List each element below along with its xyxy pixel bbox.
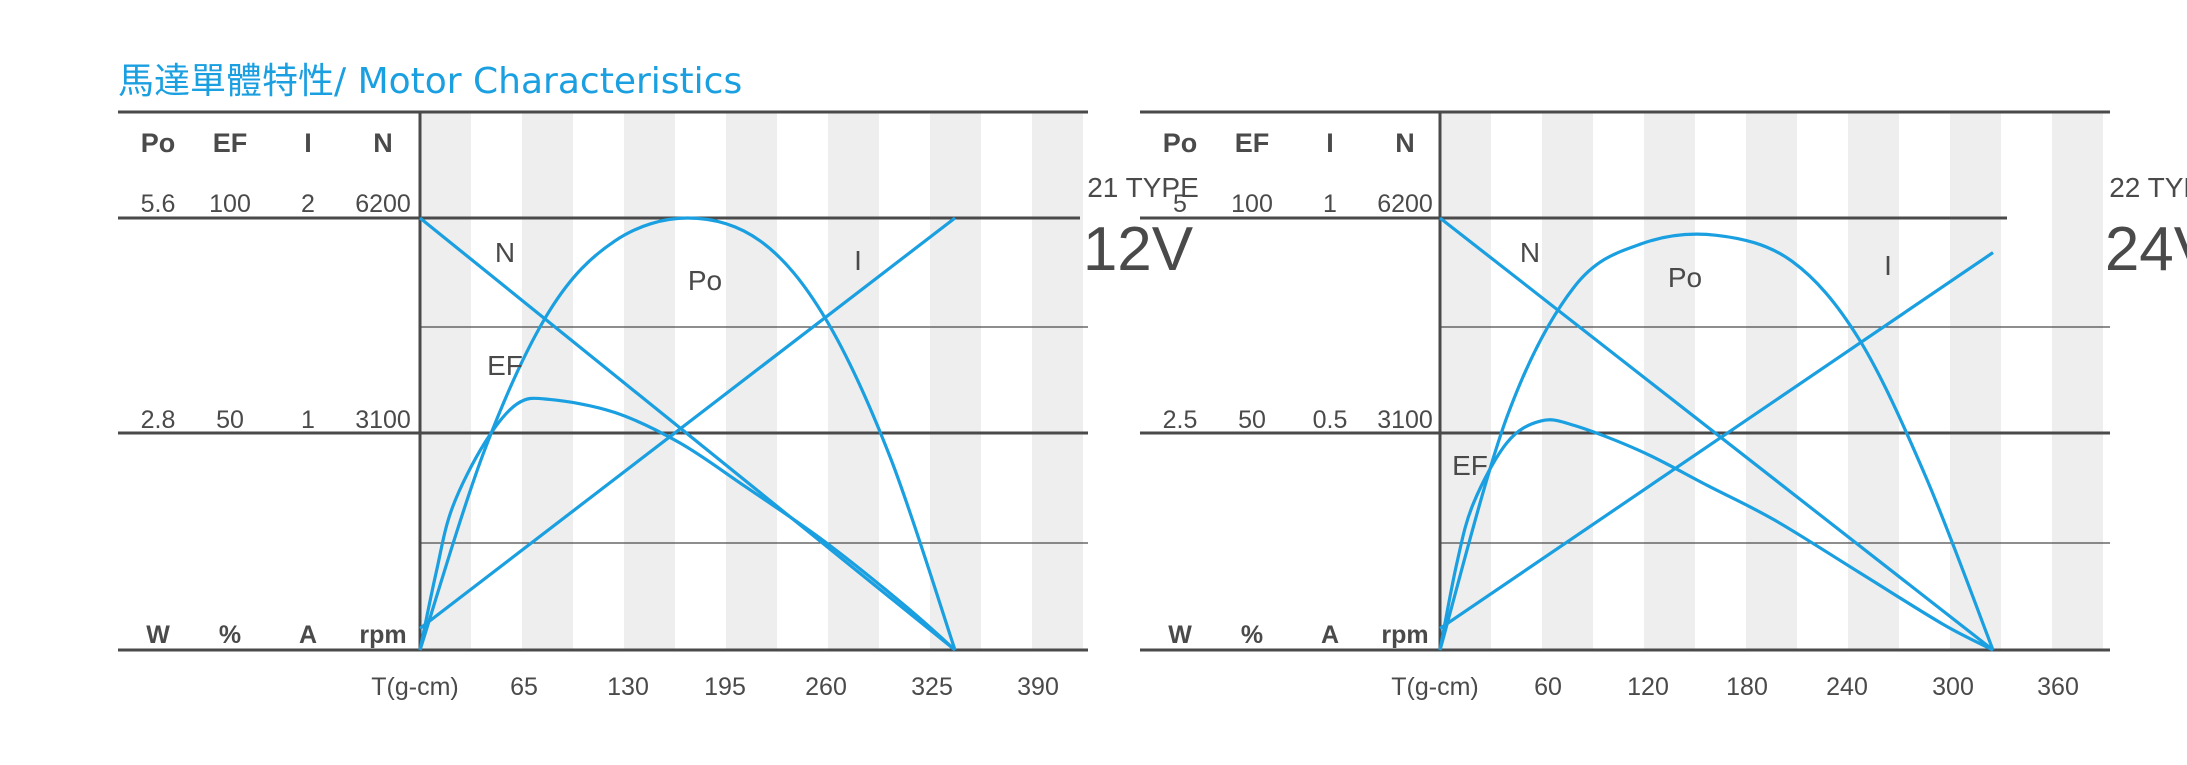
type-label: 22 TYPE bbox=[2109, 172, 2187, 203]
voltage-label: 24V bbox=[2105, 215, 2187, 284]
x-tick-label: 260 bbox=[805, 673, 847, 701]
axis-unit-i: A bbox=[1321, 621, 1339, 649]
axis-name-i: I bbox=[304, 128, 312, 158]
series-label-i: I bbox=[1884, 250, 1892, 281]
grid-stripe bbox=[2052, 112, 2103, 650]
axis-unit-po: W bbox=[146, 621, 170, 649]
axis-mid-n: 3100 bbox=[1377, 406, 1433, 434]
axis-name-po: Po bbox=[141, 128, 176, 158]
axis-name-ef: EF bbox=[1235, 128, 1270, 158]
x-tick-label: 180 bbox=[1726, 673, 1768, 701]
x-tick-label: 65 bbox=[510, 673, 538, 701]
grid-stripe bbox=[420, 112, 471, 650]
axis-mid-ef: 50 bbox=[1238, 406, 1266, 434]
grid-stripe bbox=[1848, 112, 1899, 650]
x-tick-label: 300 bbox=[1932, 673, 1974, 701]
axis-mid-po: 2.8 bbox=[141, 406, 176, 434]
series-label-ef: EF bbox=[487, 350, 523, 381]
series-line-i bbox=[1439, 251, 1994, 630]
page-title: 馬達單體特性/ Motor Characteristics bbox=[118, 61, 743, 102]
axis-max-n: 6200 bbox=[355, 190, 411, 218]
x-tick-label: 120 bbox=[1627, 673, 1669, 701]
grid-stripe bbox=[1746, 112, 1797, 650]
axis-unit-ef: % bbox=[219, 621, 241, 649]
series-label-n: N bbox=[495, 237, 515, 268]
series-label-po: Po bbox=[1668, 262, 1702, 293]
axis-mid-po: 2.5 bbox=[1163, 406, 1198, 434]
axis-name-ef: EF bbox=[213, 128, 248, 158]
axis-max-i: 1 bbox=[1323, 190, 1337, 218]
grid-stripe bbox=[522, 112, 573, 650]
axis-name-n: N bbox=[373, 128, 393, 158]
type-label: 21 TYPE bbox=[1087, 172, 1199, 203]
grid-stripe bbox=[1950, 112, 2001, 650]
grid-stripe bbox=[930, 112, 981, 650]
series-line-po bbox=[418, 216, 957, 651]
x-tick-label: 240 bbox=[1826, 673, 1868, 701]
x-axis-label: T(g-cm) bbox=[1391, 673, 1478, 701]
x-tick-label: 60 bbox=[1534, 673, 1562, 701]
grid-stripe bbox=[1644, 112, 1695, 650]
chart-1: Po 5.6 2.8 W EF 100 50% I 2 1 A N 6200 3100 rpm 21 TYPE… bbox=[118, 110, 1199, 701]
axis-max-ef: 100 bbox=[1231, 190, 1273, 218]
grid-stripe bbox=[726, 112, 777, 650]
axis-mid-n: 3100 bbox=[355, 406, 411, 434]
axis-name-po: Po bbox=[1163, 128, 1198, 158]
chart-2: Po 5 2.5 W EF 100 50% I 1 0.5 A N 6200 3100 rpm 22 TYPE… bbox=[1140, 110, 2187, 701]
voltage-label: 12V bbox=[1083, 215, 1194, 284]
grid-stripe bbox=[1542, 112, 1593, 650]
x-tick-label: 195 bbox=[704, 673, 746, 701]
axis-mid-ef: 50 bbox=[216, 406, 244, 434]
axis-max-i: 2 bbox=[301, 190, 315, 218]
axis-max-po: 5.6 bbox=[141, 190, 176, 218]
series-label-n: N bbox=[1520, 237, 1540, 268]
x-axis-label: T(g-cm) bbox=[371, 673, 458, 701]
series-line-i bbox=[419, 216, 956, 630]
axis-max-n: 6200 bbox=[1377, 190, 1433, 218]
axis-name-i: I bbox=[1326, 128, 1334, 158]
grid-stripe bbox=[828, 112, 879, 650]
x-tick-label: 360 bbox=[2037, 673, 2079, 701]
axis-unit-ef: % bbox=[1241, 621, 1263, 649]
x-tick-label: 130 bbox=[607, 673, 649, 701]
axis-max-po: 5 bbox=[1173, 190, 1187, 218]
series-label-po: Po bbox=[688, 265, 722, 296]
series-line-ef bbox=[1438, 418, 1994, 652]
x-tick-label: 325 bbox=[911, 673, 953, 701]
series-line-n bbox=[1439, 216, 1994, 652]
series-line-n bbox=[418, 216, 957, 652]
series-label-i: I bbox=[854, 245, 862, 276]
axis-max-ef: 100 bbox=[209, 190, 251, 218]
axis-unit-po: W bbox=[1168, 621, 1192, 649]
axis-unit-n: rpm bbox=[1381, 621, 1428, 649]
series-line-po bbox=[1438, 232, 1995, 651]
series-line-ef bbox=[418, 396, 957, 652]
series-label-ef: EF bbox=[1452, 450, 1488, 481]
axis-name-n: N bbox=[1395, 128, 1415, 158]
axis-mid-i: 1 bbox=[301, 406, 315, 434]
axis-unit-i: A bbox=[299, 621, 317, 649]
grid-stripe bbox=[624, 112, 675, 650]
grid-stripe bbox=[1440, 112, 1491, 650]
axis-unit-n: rpm bbox=[359, 621, 406, 649]
grid-stripe bbox=[1032, 112, 1083, 650]
axis-mid-i: 0.5 bbox=[1313, 406, 1348, 434]
x-tick-label: 390 bbox=[1017, 673, 1059, 701]
